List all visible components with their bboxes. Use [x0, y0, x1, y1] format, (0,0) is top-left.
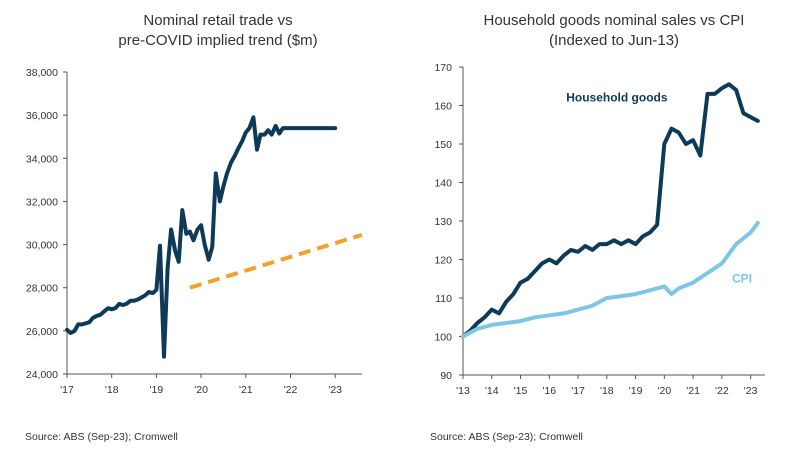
household-goods-chart: Household goods nominal sales vs CPI (In…	[430, 12, 765, 443]
x-tick-label: '23	[744, 385, 758, 397]
y-tick-label: 140	[434, 178, 452, 190]
x-tick-label: '20	[657, 385, 671, 397]
y-tick-label: 26,000	[26, 326, 58, 338]
source-note: Source: ABS (Sep-23); Cromwell	[430, 431, 583, 443]
x-tick-label: '23	[328, 384, 342, 396]
series-label-cpi: CPI	[732, 272, 752, 286]
x-tick-label: '19	[150, 384, 164, 396]
y-tick-label: 150	[434, 139, 452, 151]
y-tick-label: 38,000	[26, 67, 58, 79]
chart-title-line-2: (Indexed to Jun-13)	[549, 32, 679, 49]
y-tick-label: 90	[440, 370, 452, 382]
x-tick-label: '17	[571, 385, 585, 397]
series-line-retail-trade	[65, 115, 338, 359]
x-tick-label: '20	[194, 384, 208, 396]
x-tick-label: '22	[284, 384, 298, 396]
retail-trade-chart: Nominal retail trade vs pre-COVID implie…	[25, 12, 363, 443]
series-label-household-goods: Household goods	[566, 91, 668, 105]
chart-title-line-1: Nominal retail trade vs	[143, 12, 292, 29]
y-tick-label: 130	[434, 216, 452, 228]
x-tick-label: '14	[485, 385, 499, 397]
y-tick-label: 34,000	[26, 153, 58, 165]
x-tick-label: '21	[239, 384, 253, 396]
y-tick-label: 28,000	[26, 283, 58, 295]
x-tick-label: '17	[60, 384, 74, 396]
y-tick-label: 110	[435, 293, 452, 305]
x-tick-label: '15	[514, 385, 528, 397]
x-tick-label: '19	[629, 385, 643, 397]
y-tick-label: 32,000	[26, 196, 58, 208]
x-tick-label: '22	[715, 385, 729, 397]
x-tick-label: '16	[542, 385, 556, 397]
series-line-cpi	[461, 220, 760, 339]
y-tick-label: 24,000	[26, 369, 58, 381]
chart-title-line-1: Household goods nominal sales vs CPI	[484, 12, 745, 29]
x-tick-label: '18	[600, 385, 614, 397]
y-tick-label: 100	[434, 332, 452, 344]
y-tick-label: 30,000	[26, 240, 58, 252]
chart-title-line-2: pre-COVID implied trend ($m)	[118, 32, 317, 49]
y-tick-label: 160	[434, 101, 452, 113]
x-tick-label: '13	[456, 385, 470, 397]
source-note: Source: ABS (Sep-23); Cromwell	[25, 431, 178, 443]
series-line-trend	[189, 232, 363, 290]
y-tick-label: 36,000	[26, 110, 58, 122]
series-line-household-goods	[461, 82, 760, 339]
y-tick-label: 120	[434, 255, 452, 267]
y-tick-label: 170	[434, 62, 452, 74]
x-tick-label: '18	[105, 384, 119, 396]
x-tick-label: '21	[686, 385, 700, 397]
